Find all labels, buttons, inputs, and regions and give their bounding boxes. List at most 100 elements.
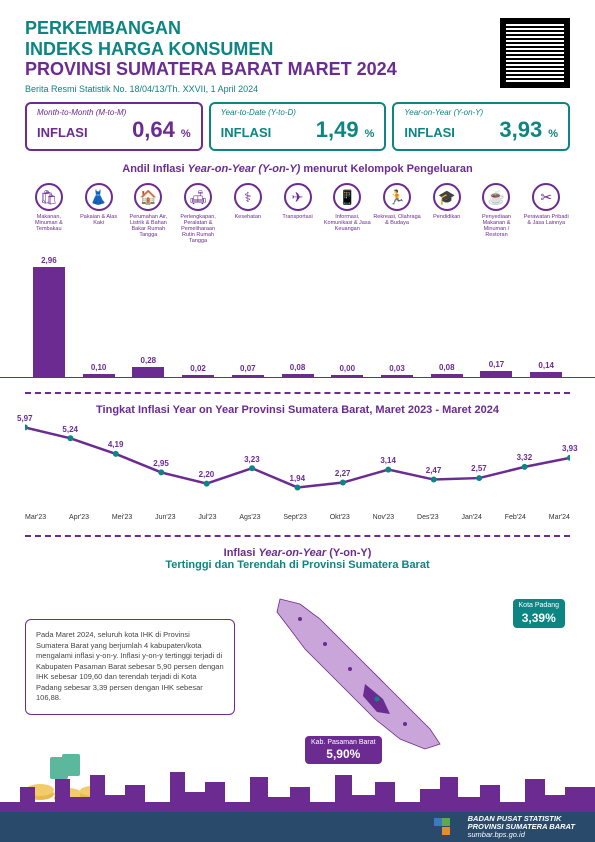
metric-value: 0,64 bbox=[132, 117, 175, 143]
category-item: ⚕ Kesehatan bbox=[224, 183, 272, 244]
x-label: Okt'23 bbox=[330, 514, 350, 521]
line-chart-title: Tingkat Inflasi Year on Year Provinsi Su… bbox=[0, 404, 595, 416]
line-point-value: 2,57 bbox=[471, 464, 487, 473]
bar bbox=[33, 267, 65, 377]
bar-col: 0,00 bbox=[323, 364, 371, 377]
t: Year-on-Year bbox=[258, 547, 326, 559]
category-label: Kesehatan bbox=[235, 214, 261, 220]
sumatra-silhouette bbox=[265, 594, 455, 754]
map-subtitle: Tertinggi dan Terendah di Provinsi Sumat… bbox=[165, 559, 429, 571]
metric-yony: Year-on-Year (Y-on-Y) INFLASI 3,93 % bbox=[392, 102, 570, 151]
x-label: Jan'24 bbox=[461, 514, 481, 521]
category-label: Perawatan Pribadi & Jasa Lainnya bbox=[522, 214, 570, 226]
category-label: Perumahan Air, Listrik & Bahan Bakar Rum… bbox=[124, 214, 172, 238]
t: Inflasi bbox=[224, 547, 259, 559]
category-icons: 🛍Makanan, Minuman & Tembakau 👗 Pakaian & A… bbox=[0, 183, 595, 244]
line-point-value: 3,23 bbox=[244, 455, 260, 464]
metric-pct: % bbox=[365, 128, 375, 140]
category-item: 🏠 Perumahan Air, Listrik & Bahan Bakar Ru… bbox=[124, 183, 172, 244]
category-label: Perlengkapan, Peralatan & Pemeliharaan R… bbox=[174, 214, 222, 244]
bar bbox=[232, 375, 264, 378]
category-item: 🎓 Pendidikan bbox=[423, 183, 471, 244]
x-label: Sept'23 bbox=[283, 514, 307, 521]
bar-col: 0,03 bbox=[373, 364, 421, 377]
x-label: Jun'23 bbox=[155, 514, 175, 521]
metric-pct: % bbox=[181, 128, 191, 140]
bar-col: 0,08 bbox=[274, 363, 322, 377]
category-item: ✂Perawatan Pribadi & Jasa Lainnya bbox=[522, 183, 570, 244]
bar bbox=[182, 375, 214, 377]
category-label: Pendidikan bbox=[433, 214, 460, 220]
header: PERKEMBANGAN INDEKS HARGA KONSUMEN PROVI… bbox=[0, 0, 595, 102]
bar-value: 0,03 bbox=[389, 364, 405, 373]
footer-text: BADAN PUSAT STATISTIK PROVINSI SUMATERA … bbox=[468, 815, 575, 840]
callout-value: 5,90% bbox=[311, 747, 376, 761]
bar-col: 0,10 bbox=[75, 363, 123, 378]
bar bbox=[331, 375, 363, 377]
callout-name: Kota Padang bbox=[519, 602, 559, 610]
x-label: Nov'23 bbox=[373, 514, 395, 521]
t: Year-on-Year (Y-on-Y) bbox=[188, 163, 301, 175]
metric-label: Year-to-Date (Y-to-D) bbox=[221, 108, 375, 117]
line-point-value: 4,19 bbox=[108, 440, 124, 449]
line-point-value: 3,14 bbox=[380, 456, 396, 465]
metric-value: 3,93 bbox=[499, 117, 542, 143]
bar-value: 0,17 bbox=[489, 360, 505, 369]
map-section: Pada Maret 2024, seluruh kota IHK di Pro… bbox=[0, 579, 595, 769]
category-label: Pakaian & Alas Kaki bbox=[75, 214, 123, 226]
line-chart: 5,975,244,192,952,203,231,942,273,142,47… bbox=[0, 424, 595, 521]
bar-value: 0,28 bbox=[141, 356, 157, 365]
category-icon: 🎓 bbox=[433, 183, 461, 211]
category-icon: 🏠 bbox=[134, 183, 162, 211]
map-area: Kota Padang 3,39% Kab. Pasaman Barat 5,9… bbox=[245, 579, 570, 769]
bps-logo-icon bbox=[434, 818, 460, 836]
bar-col: 0,08 bbox=[423, 363, 471, 377]
line-point-value: 2,20 bbox=[199, 470, 215, 479]
bar bbox=[132, 367, 164, 377]
line-point-value: 2,95 bbox=[153, 459, 169, 468]
callout-name: Kab. Pasaman Barat bbox=[311, 739, 376, 747]
category-item: ☕Penyediaan Makanan & Minuman / Restoran bbox=[473, 183, 521, 244]
x-label: Jul'23 bbox=[198, 514, 216, 521]
bar-col: 0,07 bbox=[224, 364, 272, 378]
metric-ytod: Year-to-Date (Y-to-D) INFLASI 1,49 % bbox=[209, 102, 387, 151]
line-x-labels: Mar'23Apr'23Mei'23Jun'23Jul'23Ags'23Sept… bbox=[25, 514, 570, 521]
category-icon: 🏃 bbox=[383, 183, 411, 211]
category-icon: ☕ bbox=[482, 183, 510, 211]
title-line2: INDEKS HARGA KONSUMEN bbox=[25, 39, 273, 59]
category-label: Makanan, Minuman & Tembakau bbox=[25, 214, 73, 232]
callout-pasaman: Kab. Pasaman Barat 5,90% bbox=[305, 736, 382, 765]
x-label: Mei'23 bbox=[112, 514, 132, 521]
callout-value: 3,39% bbox=[519, 611, 559, 625]
map-description: Pada Maret 2024, seluruh kota IHK di Pro… bbox=[25, 619, 235, 715]
x-label: Mar'24 bbox=[549, 514, 570, 521]
bar bbox=[282, 374, 314, 377]
x-label: Des'23 bbox=[417, 514, 439, 521]
category-label: Informasi, Komunikasi & Jasa Keuangan bbox=[323, 214, 371, 232]
bar bbox=[83, 374, 115, 378]
qr-code[interactable] bbox=[500, 18, 570, 88]
category-item: 🛍Makanan, Minuman & Tembakau bbox=[25, 183, 73, 244]
bar-value: 0,08 bbox=[290, 363, 306, 372]
metric-label: Year-on-Year (Y-on-Y) bbox=[404, 108, 558, 117]
line-point-value: 5,24 bbox=[62, 425, 78, 434]
category-icon: ⚕ bbox=[234, 183, 262, 211]
bar bbox=[480, 371, 512, 377]
metric-name: INFLASI bbox=[404, 125, 455, 140]
x-label: Mar'23 bbox=[25, 514, 46, 521]
category-icon: 📱 bbox=[333, 183, 361, 211]
x-label: Feb'24 bbox=[505, 514, 526, 521]
bar bbox=[431, 374, 463, 377]
line-point-value: 5,97 bbox=[17, 414, 33, 423]
metric-mtom: Month-to-Month (M-to-M) INFLASI 0,64 % bbox=[25, 102, 203, 151]
line-svg bbox=[25, 424, 570, 494]
line-point-value: 3,93 bbox=[562, 444, 578, 453]
divider-1 bbox=[25, 392, 570, 394]
bar bbox=[381, 375, 413, 377]
skyline-icon bbox=[0, 767, 595, 812]
category-icon: 👗 bbox=[85, 183, 113, 211]
bar-col: 0,17 bbox=[473, 360, 521, 377]
bar-col: 0,28 bbox=[124, 356, 172, 377]
t: (Y-on-Y) bbox=[326, 547, 371, 559]
category-label: Rekreasi, Olahraga & Budaya bbox=[373, 214, 421, 226]
